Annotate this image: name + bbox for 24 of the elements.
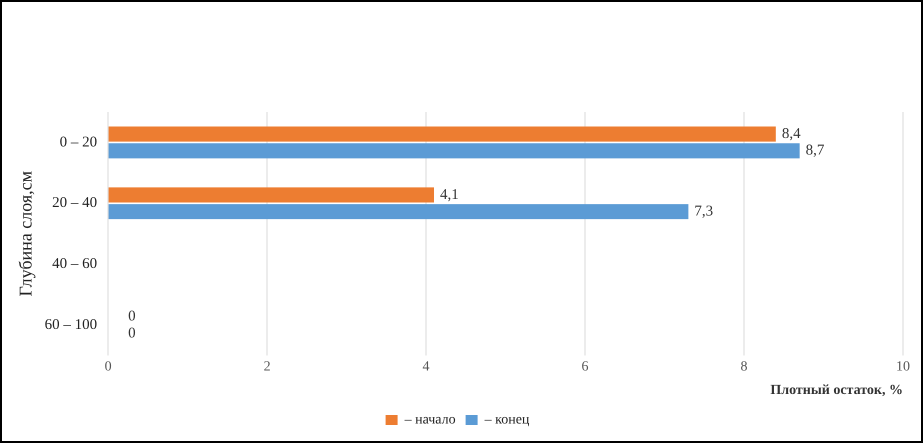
y-tick-label: 60 – 100: [44, 316, 98, 333]
x-tick-label: 2: [264, 359, 271, 374]
data-label: 0: [128, 325, 136, 342]
bar: [108, 204, 688, 220]
data-label: 8,4: [782, 126, 802, 142]
bar: [108, 126, 776, 142]
data-label: 4,1: [440, 186, 459, 203]
x-tick-label: 6: [582, 359, 589, 374]
x-tick-label: 8: [740, 359, 748, 374]
y-tick-label: 0 – 20: [60, 134, 98, 150]
data-label: 0: [128, 308, 136, 325]
y-tick-label: 40 – 60: [52, 256, 98, 272]
legend-label: – начало: [404, 412, 456, 428]
x-tick-label: 0: [104, 359, 112, 374]
x-tick-label: 4: [422, 359, 430, 374]
data-label: 8,7: [806, 142, 825, 159]
legend-label: – конец: [484, 412, 530, 428]
bar: [108, 143, 800, 158]
bar: [108, 187, 434, 202]
y-tick-label: 20 – 40: [52, 195, 98, 212]
data-label: 7,3: [694, 204, 714, 220]
x-tick-label: 10: [896, 359, 910, 374]
y-axis-title: Глубина слоя,см: [16, 170, 36, 296]
x-axis-title: Плотный остаток, %: [770, 383, 903, 398]
